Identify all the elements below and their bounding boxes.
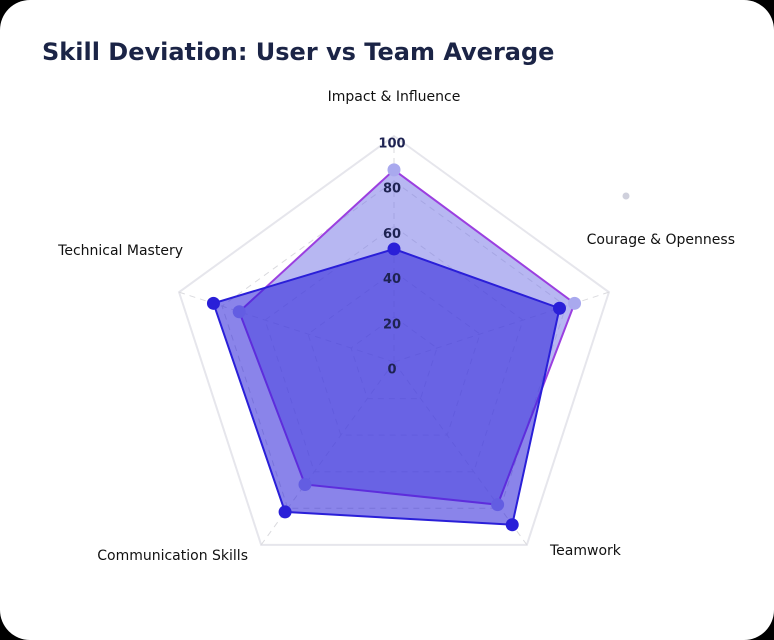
category-label: Technical Mastery xyxy=(57,243,183,259)
r-tick-label: 20 xyxy=(383,317,401,332)
series-area xyxy=(212,247,561,526)
category-label: Communication Skills xyxy=(97,548,248,564)
r-tick-label: 100 xyxy=(378,137,405,152)
r-tick-label: 80 xyxy=(383,182,401,197)
chart-title: Skill Deviation: User vs Team Average xyxy=(42,38,554,66)
decoration-dot xyxy=(622,192,630,200)
series-point xyxy=(568,296,582,310)
series-point xyxy=(505,518,519,532)
r-tick-label: 40 xyxy=(383,272,401,287)
category-label: Impact & Influence xyxy=(328,89,461,105)
series-point xyxy=(387,242,401,256)
series-point xyxy=(206,296,220,310)
series-point xyxy=(553,301,567,315)
r-tick-label: 60 xyxy=(383,227,401,242)
grid-ring xyxy=(177,134,611,546)
series-point xyxy=(387,163,401,177)
r-tick-label: 0 xyxy=(387,363,396,378)
category-label: Courage & Openness xyxy=(587,232,735,248)
series-point xyxy=(278,505,292,519)
category-label: Teamwork xyxy=(549,543,622,559)
